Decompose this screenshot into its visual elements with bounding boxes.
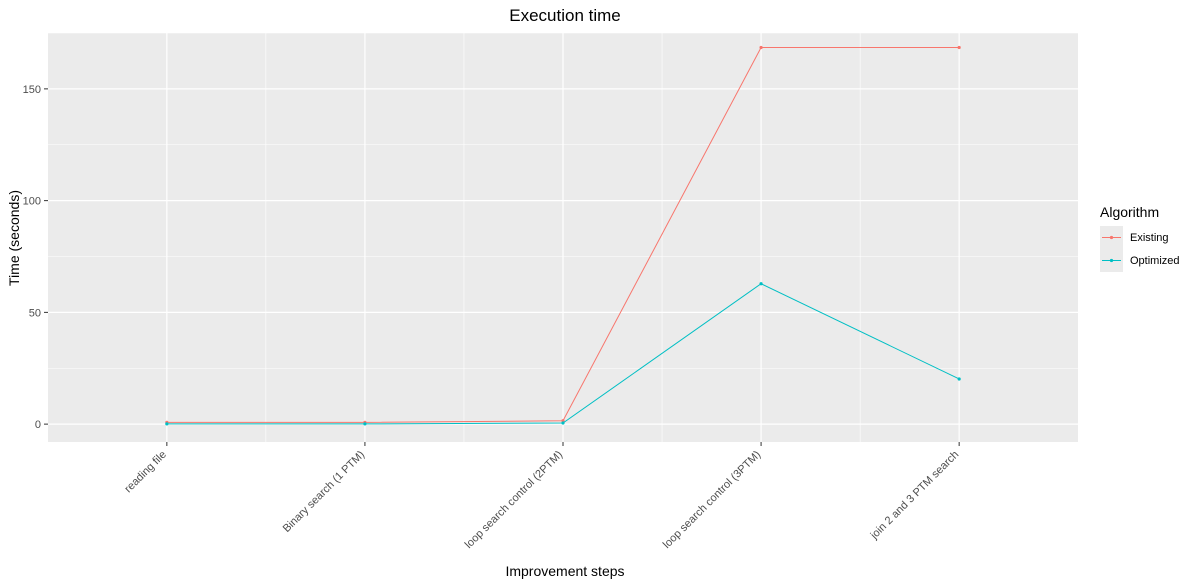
x-tick-label: join 2 and 3 PTM search (868, 449, 962, 543)
data-point-existing (759, 45, 763, 50)
y-tick-label: 150 (23, 84, 41, 96)
y-tick-label: 0 (35, 419, 41, 431)
chart-title: Execution time (509, 6, 621, 25)
y-tick-label: 100 (23, 196, 41, 208)
y-tick-label: 50 (29, 307, 41, 319)
x-tick-label: reading file (122, 449, 169, 496)
x-tick-label: Binary search (1 PTM) (281, 449, 367, 535)
data-point-optimized (363, 422, 367, 426)
data-point-existing (561, 419, 565, 423)
x-tick-label: loop search control (3PTM) (661, 449, 763, 551)
legend-label-optimized: Optimized (1130, 255, 1180, 267)
x-axis-title: Improvement steps (505, 563, 624, 579)
y-axis-ticks: 0 50 100 150 (23, 84, 48, 431)
legend-key-point (1109, 235, 1114, 240)
legend: Algorithm Existing Optimized (1100, 204, 1180, 272)
data-point-optimized (561, 421, 565, 425)
series-layer (165, 45, 961, 426)
data-point-optimized (957, 377, 961, 381)
legend-label-existing: Existing (1130, 232, 1169, 244)
data-point-optimized (759, 282, 763, 286)
x-tick-label: loop search control (2PTM) (463, 449, 565, 551)
data-point-existing (957, 45, 961, 50)
x-axis-ticks: reading file Binary search (1 PTM) loop se… (122, 442, 961, 551)
legend-title: Algorithm (1100, 204, 1159, 220)
legend-key-point (1109, 258, 1114, 263)
data-point-optimized (165, 422, 169, 426)
y-axis-title: Time (seconds) (6, 190, 22, 286)
